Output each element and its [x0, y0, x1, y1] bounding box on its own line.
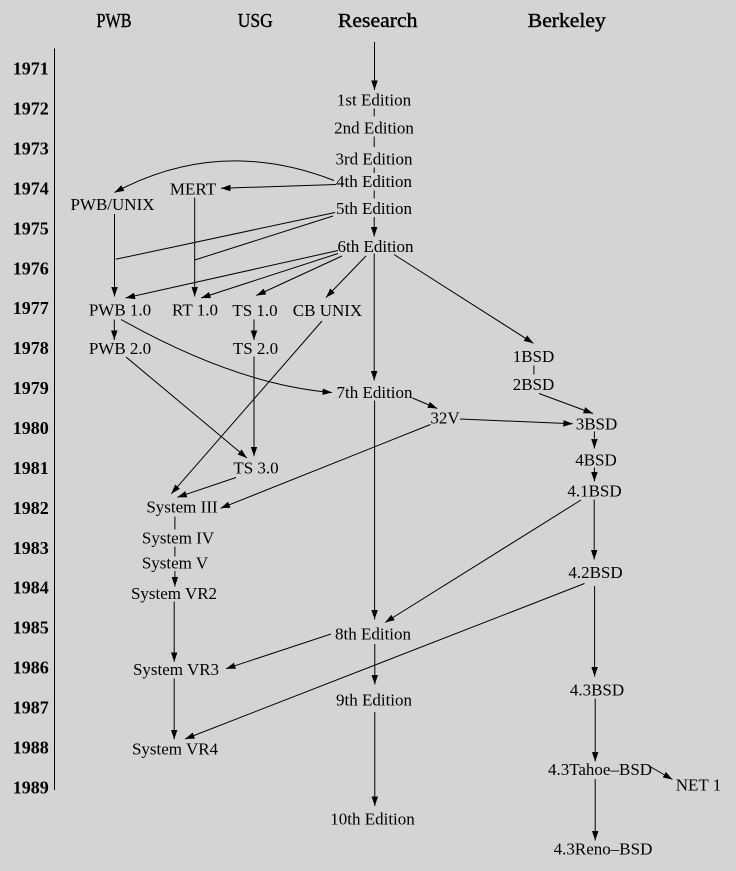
svg-text:3rd Edition: 3rd Edition	[336, 150, 413, 169]
svg-text:32V: 32V	[430, 409, 460, 428]
svg-text:4.3BSD: 4.3BSD	[570, 681, 624, 700]
svg-text:5th Edition: 5th Edition	[336, 199, 413, 218]
svg-text:MERT: MERT	[170, 180, 217, 199]
svg-text:PWB: PWB	[97, 10, 132, 32]
svg-text:System III: System III	[146, 498, 218, 517]
svg-text:1985: 1985	[13, 618, 49, 638]
svg-text:1975: 1975	[13, 218, 49, 238]
svg-text:1981: 1981	[13, 458, 49, 478]
svg-text:1983: 1983	[13, 538, 49, 558]
svg-text:CB UNIX: CB UNIX	[293, 301, 362, 320]
svg-text:4.2BSD: 4.2BSD	[568, 563, 622, 582]
svg-text:RT 1.0: RT 1.0	[172, 301, 218, 320]
svg-text:9th Edition: 9th Edition	[336, 691, 413, 710]
svg-text:PWB 2.0: PWB 2.0	[89, 339, 151, 358]
svg-text:1978: 1978	[13, 338, 49, 358]
svg-text:1971: 1971	[13, 59, 49, 79]
svg-text:PWB/UNIX: PWB/UNIX	[70, 195, 154, 214]
svg-text:System VR4: System VR4	[132, 740, 219, 759]
svg-text:Research: Research	[338, 10, 418, 32]
svg-text:4.1BSD: 4.1BSD	[567, 482, 621, 501]
svg-text:USG: USG	[238, 10, 273, 32]
svg-text:1982: 1982	[13, 498, 49, 518]
svg-text:1974: 1974	[13, 178, 49, 198]
svg-text:4th Edition: 4th Edition	[336, 172, 413, 191]
svg-text:TS 3.0: TS 3.0	[233, 459, 278, 478]
svg-text:1976: 1976	[13, 258, 49, 278]
svg-text:1988: 1988	[13, 738, 49, 758]
svg-text:System VR3: System VR3	[133, 660, 219, 679]
svg-text:8th Edition: 8th Edition	[335, 625, 412, 644]
svg-text:6th Edition: 6th Edition	[337, 237, 414, 256]
svg-text:System IV: System IV	[142, 529, 215, 548]
svg-text:NET 1: NET 1	[676, 776, 722, 795]
svg-text:2BSD: 2BSD	[513, 375, 555, 394]
svg-text:TS 1.0: TS 1.0	[232, 301, 277, 320]
svg-text:System VR2: System VR2	[131, 584, 217, 603]
svg-text:1977: 1977	[13, 298, 49, 318]
svg-text:PWB 1.0: PWB 1.0	[89, 301, 151, 320]
svg-text:1989: 1989	[13, 777, 49, 797]
svg-text:1st Edition: 1st Edition	[337, 91, 412, 110]
svg-text:Berkeley: Berkeley	[528, 10, 606, 32]
svg-text:1986: 1986	[13, 658, 49, 678]
svg-text:System V: System V	[142, 554, 209, 573]
svg-text:4.3Reno–BSD: 4.3Reno–BSD	[554, 840, 653, 859]
svg-text:3BSD: 3BSD	[576, 415, 618, 434]
svg-text:2nd Edition: 2nd Edition	[334, 119, 414, 138]
svg-text:1BSD: 1BSD	[513, 347, 555, 366]
svg-text:7th Edition: 7th Edition	[336, 383, 413, 402]
svg-text:TS 2.0: TS 2.0	[233, 339, 278, 358]
svg-text:10th Edition: 10th Edition	[330, 810, 415, 829]
svg-text:1980: 1980	[13, 418, 49, 438]
svg-text:1972: 1972	[13, 99, 49, 119]
svg-text:1987: 1987	[13, 698, 49, 718]
svg-text:4BSD: 4BSD	[575, 451, 617, 470]
svg-text:1973: 1973	[13, 139, 49, 159]
svg-text:1979: 1979	[13, 378, 49, 398]
svg-text:1984: 1984	[13, 578, 49, 598]
svg-text:4.3Tahoe–BSD: 4.3Tahoe–BSD	[548, 760, 652, 779]
